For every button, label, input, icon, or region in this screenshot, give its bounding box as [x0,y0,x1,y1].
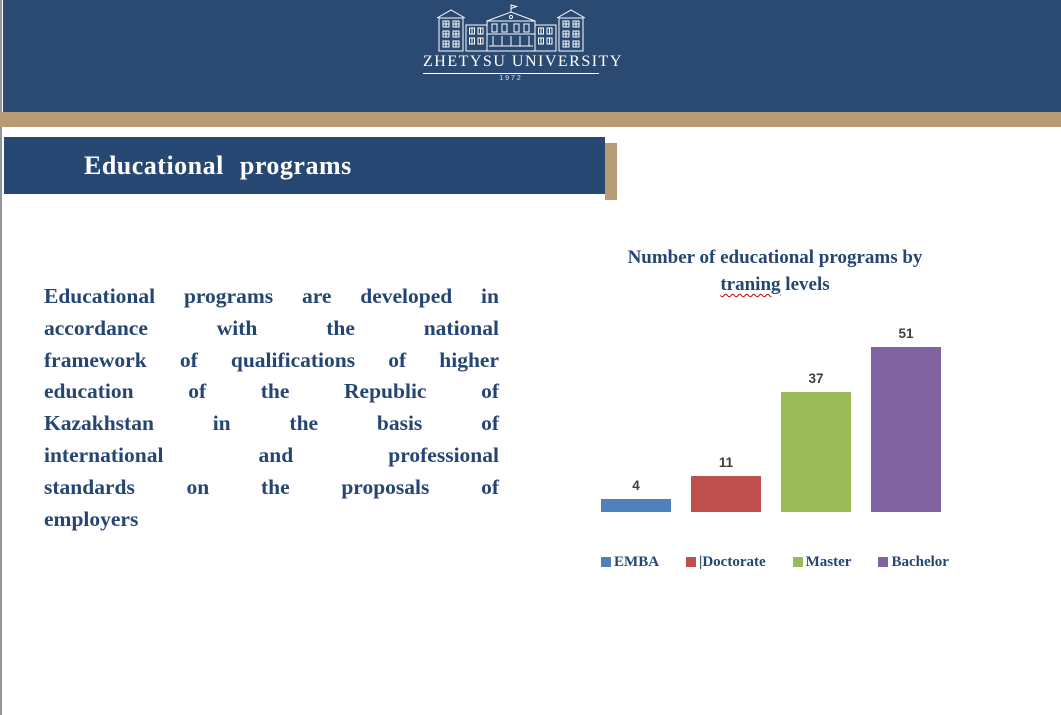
bar-emba [601,499,671,512]
legend-label: Master [805,553,852,570]
legend-item-bachelor: Bachelor [878,554,949,571]
accent-stripe [0,112,1061,127]
bar-data-label: 4 [632,478,640,493]
legend-label: Bachelor [891,553,949,570]
legend-swatch-doctorate [686,557,697,567]
legend-item-master: Master [792,553,852,571]
bar-group-emba: 4 [601,326,671,512]
chart-title-line2-rest: levels [785,274,830,295]
bar-data-label: 37 [808,371,824,386]
chart-legend: EMBA |Doctorate Master Bachelor [555,552,995,572]
body-line: Educational programs are developed in [44,284,499,308]
bar-data-label: 11 [718,455,734,470]
university-name: ZHETYSU UNIVERSITY [423,53,621,74]
bar-data-label: 51 [898,326,914,341]
university-logo: ZHETYSU UNIVERSITY 1972 [423,4,621,82]
body-line: international and professional [44,442,499,467]
legend-item-emba: EMBA [601,554,659,571]
chart-title-line1: Number of educational programs by [627,247,923,268]
legend-item-doctorate: |Doctorate [686,554,766,571]
bar-group-bachelor: 51 [871,326,941,512]
body-line: employers [44,506,139,531]
body-line: education of the Republic of [44,379,499,404]
bar-group-master: 37 [781,326,851,512]
chart-title-misspelled-word: traning [720,274,781,295]
slide-title-shadow [605,143,617,200]
legend-swatch-master [792,557,803,567]
body-paragraph: Educational programs are developed in ac… [44,281,499,535]
legend-swatch-emba [601,557,612,567]
body-line: standards on the proposals of [44,474,499,499]
bar-group-doctorate: 11 [691,326,761,512]
bar-master [781,392,851,512]
body-line: framework of qualifications of higher [44,347,499,372]
header-banner: ZHETYSU UNIVERSITY 1972 [3,0,1061,112]
legend-label: EMBA [614,553,660,570]
chart-title: Number of educational programs by tranin… [555,244,995,298]
legend-swatch-bachelor [878,557,889,567]
university-founding-year: 1972 [499,75,523,82]
bar-doctorate [691,476,761,512]
bar-bachelor [871,347,941,512]
bar-chart-plot-area: 4 11 37 51 [601,326,942,512]
body-line: Kazakhstan in the basis of [44,411,499,436]
slide-left-border [0,0,2,715]
slide-title: Educational programs [4,137,605,194]
body-line: accordance with the national [44,315,499,340]
legend-label: |Doctorate [699,553,766,570]
chart-title-line2: traning levels [555,271,995,298]
university-building-icon [436,4,586,52]
